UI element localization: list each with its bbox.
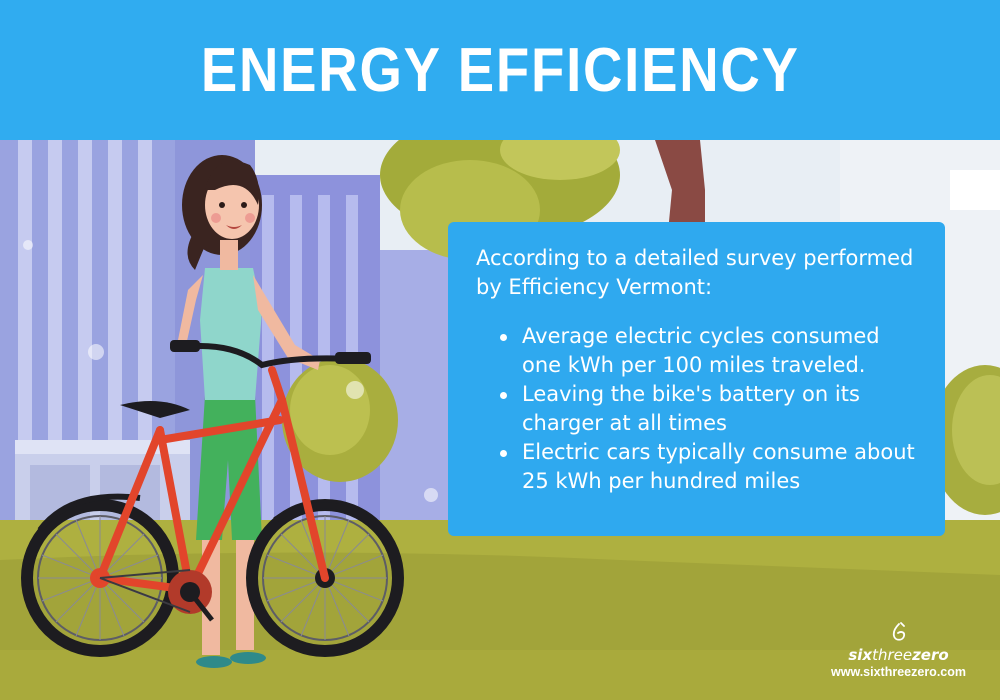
sixthreezero-logo-icon [892, 622, 905, 641]
brand-mark: sixthreezero www.sixthreezero.com [831, 622, 966, 680]
survey-intro: According to a detailed survey performed… [476, 246, 914, 299]
bullet-dot [500, 392, 507, 399]
brand-url: www.sixthreezero.com [831, 665, 966, 679]
bicycle [21, 340, 404, 657]
tree-trunk [655, 140, 705, 232]
findings-list: Average electric cycles consumed one kWh… [476, 322, 919, 496]
brand-name: sixthreezero [848, 646, 949, 664]
list-item-text: Leaving the bike's battery on its charge… [522, 382, 860, 435]
page-title: ENERGY EFFICIENCY [200, 35, 800, 105]
list-item-text: Average electric cycles consumed one kWh… [522, 324, 880, 377]
list-item-text: Electric cars typically consume about 25… [522, 440, 915, 493]
bullet-dot [500, 334, 507, 341]
list-item: Leaving the bike's battery on its charge… [476, 380, 919, 438]
foliage [282, 140, 1000, 515]
title-banner: ENERGY EFFICIENCY [0, 0, 1000, 140]
list-item: Average electric cycles consumed one kWh… [476, 322, 919, 380]
bullet-dot [500, 450, 507, 457]
info-panel: According to a detailed survey performed… [448, 222, 945, 536]
list-item: Electric cars typically consume about 25… [476, 438, 919, 496]
